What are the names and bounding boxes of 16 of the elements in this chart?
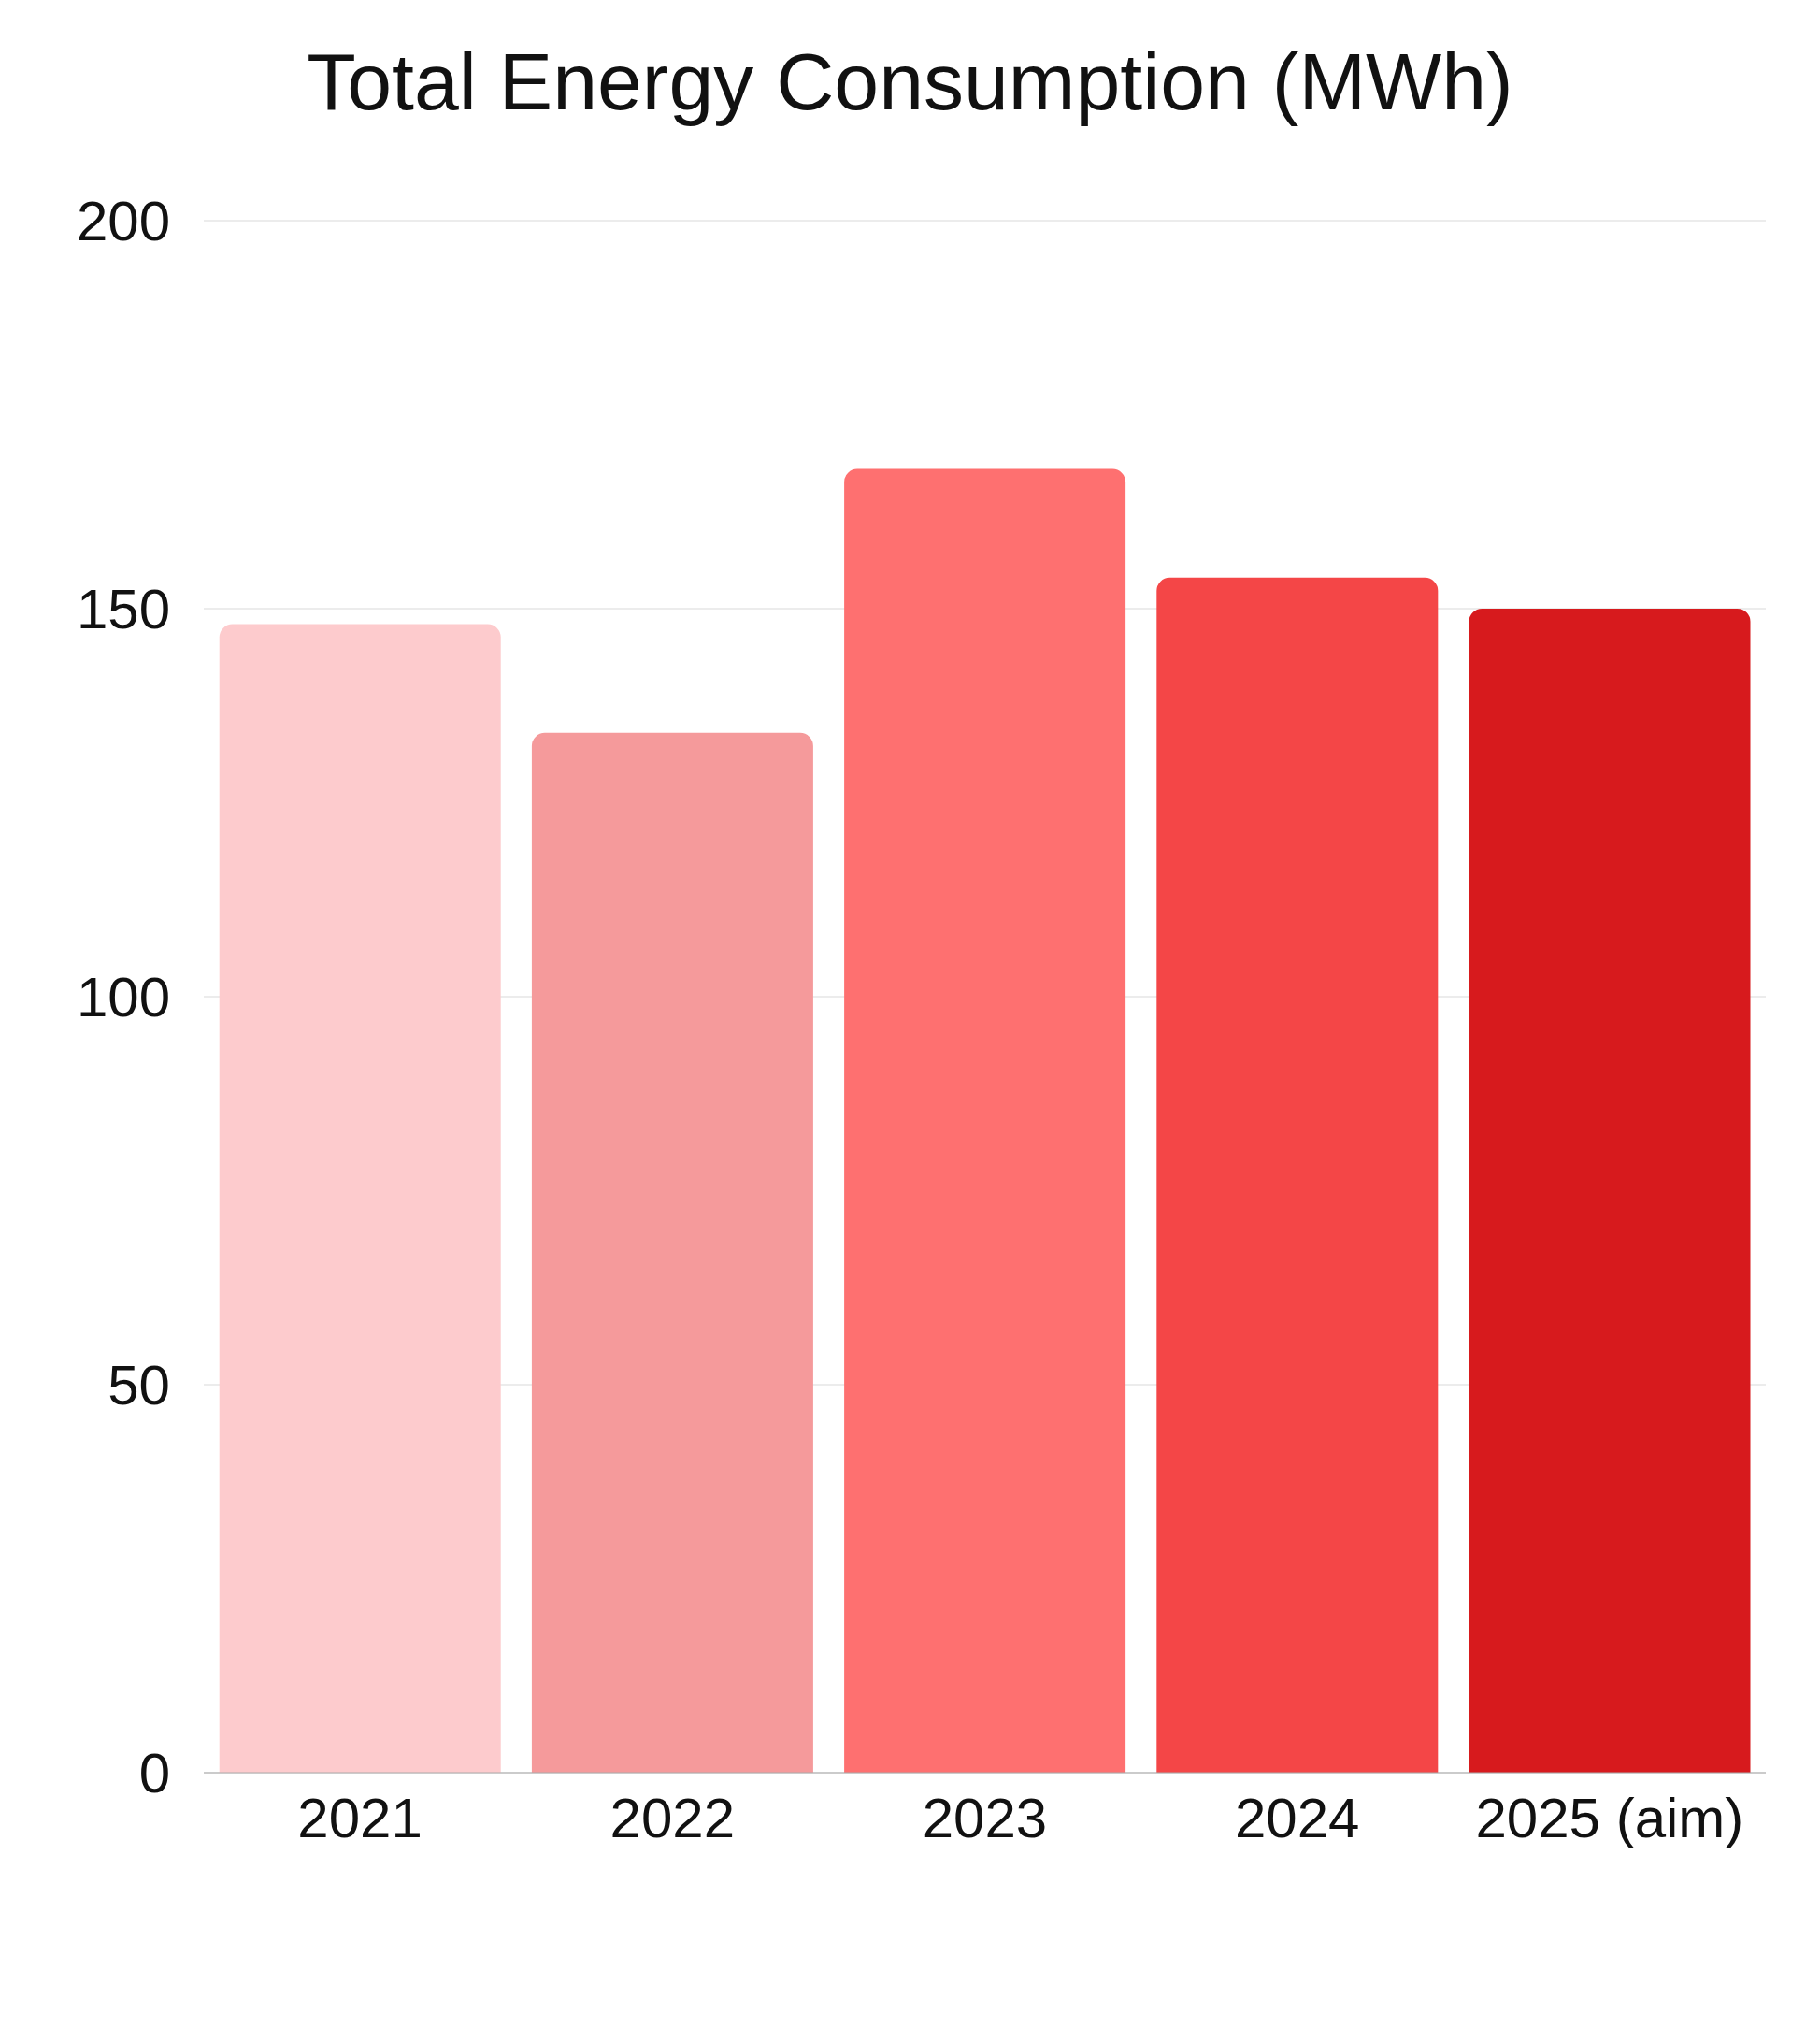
y-tick-label: 0 — [138, 1742, 170, 1805]
x-tick-label: 2024 — [1234, 1786, 1360, 1849]
bar — [1156, 577, 1439, 1773]
x-tick-label: 2025 (aim) — [1475, 1786, 1744, 1849]
bar — [1469, 609, 1751, 1773]
y-tick-label: 150 — [76, 578, 170, 641]
chart-title: Total Energy Consumption (MWh) — [306, 36, 1514, 128]
y-tick-label: 200 — [76, 190, 170, 253]
bar — [219, 624, 501, 1773]
x-tick-label: 2021 — [297, 1786, 423, 1849]
y-tick-label: 100 — [76, 966, 170, 1029]
x-tick-label: 2022 — [609, 1786, 736, 1849]
x-tick-label: 2023 — [922, 1786, 1048, 1849]
bar — [844, 468, 1126, 1773]
bar — [531, 732, 813, 1773]
y-tick-label: 50 — [107, 1354, 170, 1417]
